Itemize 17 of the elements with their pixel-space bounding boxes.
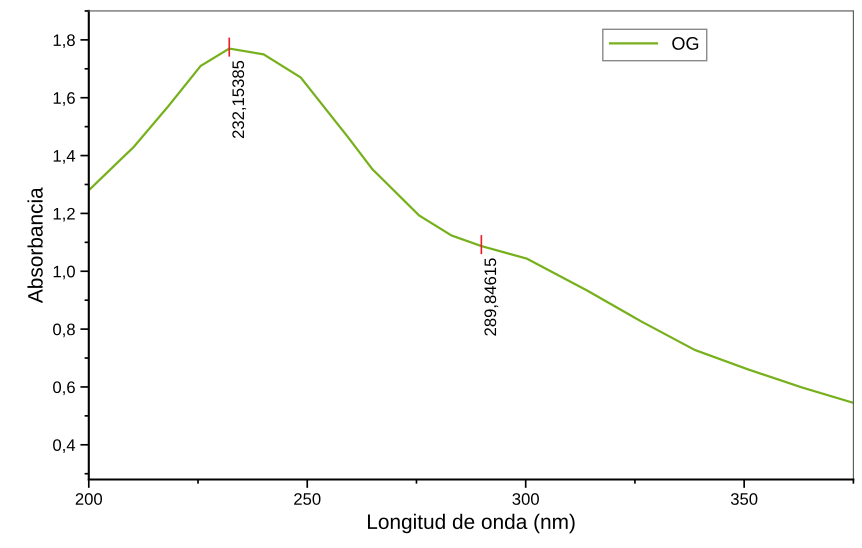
y-tick-label: 0,4	[53, 439, 76, 453]
y-tick-label: 0,6	[53, 381, 75, 396]
x-tick-label: 250	[294, 493, 320, 505]
y-tick-label: 1,4	[54, 150, 76, 164]
annotation: 232,15385	[232, 60, 246, 138]
annotation: 289,84615	[484, 258, 498, 336]
y-tick-label: 0,8	[53, 324, 75, 338]
y-axis-title: Absorbancia	[27, 187, 43, 304]
legend-label: OG	[672, 37, 698, 50]
x-tick-label: 300	[512, 493, 539, 505]
x-tick-label: 200	[76, 493, 102, 505]
x-tick-label: 350	[730, 493, 758, 505]
x-axis-title: Longitud de onda (nm)	[368, 514, 575, 534]
y-tick-label: 1,8	[54, 34, 75, 48]
y-tick-label: 1,6	[54, 92, 75, 106]
y-tick-label: 1,2	[54, 208, 75, 222]
y-tick-label: 1,0	[54, 266, 75, 280]
